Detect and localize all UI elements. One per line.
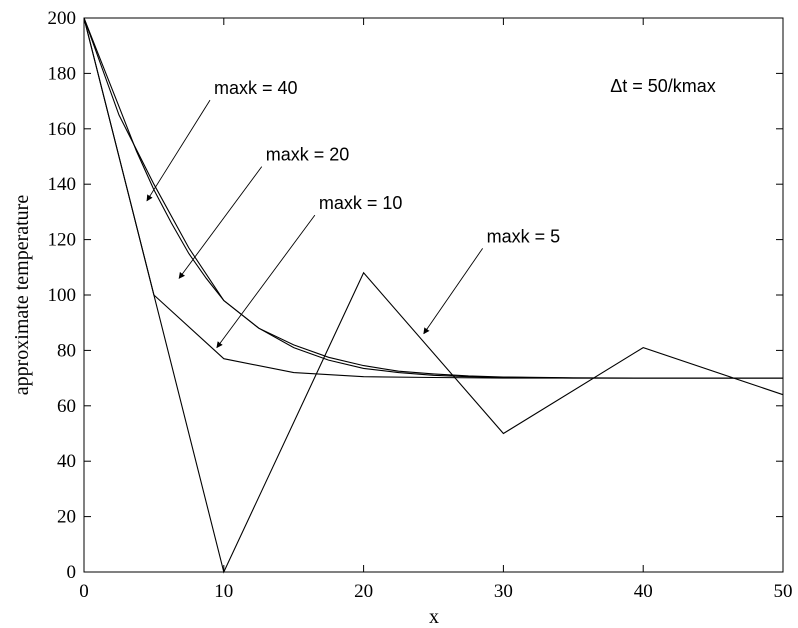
axis-tick-labels: 0 10 20 30 40 50 0 20 40 60 80 100 120 140 160 180 200 bbox=[48, 8, 793, 602]
annotation-arrow-3 bbox=[423, 248, 483, 335]
x-axis-label: x bbox=[429, 606, 439, 628]
annotation-label-2: maxk = 10 bbox=[319, 193, 403, 213]
y-tick-label-8: 160 bbox=[48, 119, 77, 140]
series-lines bbox=[83, 17, 784, 574]
annotation-label-0: maxk = 40 bbox=[214, 78, 298, 98]
annotation-arrow-0 bbox=[146, 99, 211, 202]
note-label: Δt = 50/kmax bbox=[610, 76, 716, 96]
x-tick-label-1: 10 bbox=[214, 581, 233, 602]
y-tick-label-10: 200 bbox=[48, 8, 77, 29]
series-line-maxk-20 bbox=[83, 17, 783, 379]
plot-frame bbox=[83, 17, 784, 573]
y-tick-label-5: 100 bbox=[48, 285, 77, 306]
y-tick-label-3: 60 bbox=[57, 396, 76, 417]
x-tick-label-2: 20 bbox=[354, 581, 373, 602]
axis-ticks bbox=[83, 17, 784, 573]
series-line-maxk-40 bbox=[83, 17, 783, 379]
annotation-label-3: maxk = 5 bbox=[487, 226, 561, 246]
annotation-arrow-1 bbox=[178, 166, 263, 279]
x-tick-label-3: 30 bbox=[494, 581, 513, 602]
y-tick-label-6: 120 bbox=[48, 230, 77, 251]
y-tick-label-7: 140 bbox=[48, 174, 77, 195]
annotations: maxk = 40 maxk = 20 maxk = 10 maxk = 5 bbox=[146, 78, 561, 349]
y-tick-label-0: 0 bbox=[67, 562, 77, 583]
annotation-label-1: maxk = 20 bbox=[266, 145, 350, 165]
y-tick-label-2: 40 bbox=[57, 451, 76, 472]
x-tick-label-5: 50 bbox=[774, 581, 793, 602]
annotation-arrow-2 bbox=[216, 214, 316, 349]
y-tick-label-4: 80 bbox=[57, 340, 76, 361]
y-tick-label-1: 20 bbox=[57, 507, 76, 528]
series-line-maxk-10 bbox=[83, 17, 783, 379]
x-tick-label-0: 0 bbox=[79, 581, 89, 602]
y-axis-label: approximate temperature bbox=[11, 195, 33, 396]
y-tick-label-9: 180 bbox=[48, 63, 77, 84]
x-tick-label-4: 40 bbox=[634, 581, 653, 602]
series-line-maxk-5 bbox=[83, 17, 784, 574]
